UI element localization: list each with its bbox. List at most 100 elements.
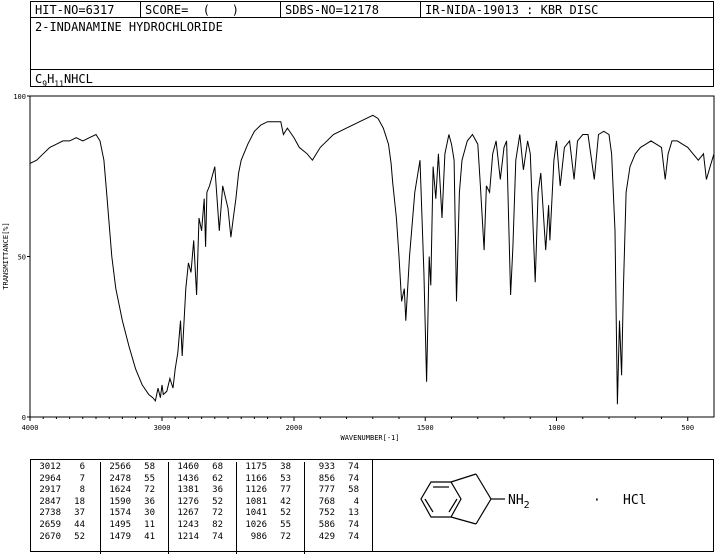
peak-row: 1166 53 — [237, 474, 304, 486]
peak-transmittance: 74 — [212, 531, 223, 542]
peak-row: 1436 62 — [169, 474, 236, 486]
peak-transmittance: 58 — [348, 485, 359, 496]
peak-wavenumber: 2659 — [39, 519, 61, 530]
peak-wavenumber: 1276 — [177, 496, 199, 507]
peak-wavenumber: 2478 — [109, 473, 131, 484]
x-tick-label-2000: 2000 — [286, 424, 303, 432]
peak-transmittance: 52 — [280, 508, 291, 519]
peak-row: 752 13 — [305, 508, 374, 520]
peak-wavenumber: 1495 — [109, 519, 131, 530]
peak-row: 933 74 — [305, 462, 374, 474]
peak-transmittance: 36 — [144, 496, 155, 507]
peak-wavenumber: 2566 — [109, 462, 131, 472]
spectrum-line — [29, 114, 715, 405]
y-tick-label-50: 50 — [18, 254, 26, 262]
peak-column-1: 3012 6 2964 7 2917 8 2847 18 2738 37 2659 44 2670 52 — [31, 462, 101, 554]
peak-wavenumber: 2917 — [39, 485, 61, 496]
peak-transmittance: 52 — [212, 496, 223, 507]
peak-row: 2964 7 — [31, 474, 100, 486]
peak-wavenumber: 986 — [250, 531, 267, 542]
peak-row: 1276 52 — [169, 497, 236, 509]
peak-row: 2478 55 — [101, 474, 168, 486]
peak-transmittance: 11 — [144, 519, 155, 530]
y-tick-label-100: 100 — [13, 93, 26, 101]
molecular-formula: C9H11NHCL — [35, 72, 93, 89]
ir-info: IR-NIDA-19013 : KBR DISC — [425, 3, 599, 17]
peak-row: 777 58 — [305, 485, 374, 497]
peak-row: 1214 74 — [169, 532, 236, 544]
peak-column-5: 933 74 856 74 777 58 768 4 752 13 586 74 429 74 — [305, 462, 374, 554]
peak-wavenumber: 1126 — [245, 485, 267, 496]
peak-transmittance: 72 — [212, 508, 223, 519]
peak-wavenumber: 1436 — [177, 473, 199, 484]
peak-wavenumber: 1041 — [245, 508, 267, 519]
peak-transmittance: 37 — [74, 508, 85, 519]
peak-transmittance: 62 — [212, 473, 223, 484]
peak-row: 1574 30 — [101, 508, 168, 520]
peak-row: 1381 36 — [169, 485, 236, 497]
peak-transmittance: 82 — [212, 519, 223, 530]
peak-wavenumber: 752 — [318, 508, 335, 519]
sdbs-number: SDBS-NO=12178 — [281, 2, 421, 18]
peak-row: 429 74 — [305, 532, 374, 544]
peak-transmittance: 7 — [79, 473, 85, 484]
peak-transmittance: 13 — [348, 508, 359, 519]
salt-separator: · — [593, 493, 601, 508]
peak-row: 2738 37 — [31, 508, 100, 520]
peak-wavenumber: 1081 — [245, 496, 267, 507]
peak-wavenumber: 856 — [318, 473, 335, 484]
peak-row: 1590 36 — [101, 497, 168, 509]
peak-table: 3012 6 2964 7 2917 8 2847 18 2738 37 2659 44 2670 52 2… — [30, 459, 374, 554]
ir-spectrum-chart: 0 50 100 4000 3000 2000 1500 1000 500 WAVENUMBE… — [2, 93, 715, 442]
peak-wavenumber: 429 — [318, 531, 335, 542]
y-tick-label-0: 0 — [22, 414, 26, 422]
peak-transmittance: 6 — [79, 462, 85, 472]
compound-name: 2-INDANAMINE HYDROCHLORIDE — [35, 20, 223, 34]
peak-transmittance: 4 — [353, 496, 359, 507]
peak-wavenumber: 586 — [318, 519, 335, 530]
peak-transmittance: 30 — [144, 508, 155, 519]
peak-wavenumber: 1574 — [109, 508, 131, 519]
peak-row: 1126 77 — [237, 485, 304, 497]
peak-row: 1495 11 — [101, 520, 168, 532]
peak-wavenumber: 1479 — [109, 531, 131, 542]
peak-wavenumber: 2738 — [39, 508, 61, 519]
peak-transmittance: 74 — [348, 519, 359, 530]
peak-transmittance: 42 — [280, 496, 291, 507]
amine-label: NH2 — [508, 493, 530, 511]
plot-frame — [29, 95, 715, 418]
peak-row: 586 74 — [305, 520, 374, 532]
peak-transmittance: 41 — [144, 531, 155, 542]
peak-row: 1267 72 — [169, 508, 236, 520]
y-axis-label: TRANSMITTANCE[%] — [2, 222, 10, 289]
peak-wavenumber: 1166 — [245, 473, 267, 484]
indane-structure: NH2 · HCl — [420, 473, 646, 525]
peak-row: 2670 52 — [31, 532, 100, 544]
peak-wavenumber: 768 — [318, 496, 335, 507]
peak-row: 1624 72 — [101, 485, 168, 497]
peak-column-3: 1460 68 1436 62 1381 36 1276 52 1267 72 1243 82 1214… — [169, 462, 237, 554]
peak-row: 2566 58 — [101, 462, 168, 474]
x-axis-label: WAVENUMBER[-1] — [340, 434, 399, 442]
x-tick-label-1000: 1000 — [548, 424, 565, 432]
peak-transmittance: 53 — [280, 473, 291, 484]
peak-row: 2659 44 — [31, 520, 100, 532]
peak-row: 1479 41 — [101, 532, 168, 544]
x-tick-label-4000: 4000 — [22, 424, 39, 432]
x-axis-ticks: 4000 3000 2000 1500 1000 500 — [22, 417, 694, 432]
structure-box: NH2 · HCl — [372, 459, 714, 552]
peak-wavenumber: 1267 — [177, 508, 199, 519]
peak-wavenumber: 2847 — [39, 496, 61, 507]
peak-wavenumber: 1460 — [177, 462, 199, 472]
formula-box: C9H11NHCL — [30, 69, 714, 89]
peak-transmittance: 74 — [348, 531, 359, 542]
hit-number: HIT-NO=6317 — [31, 2, 141, 18]
salt-label: HCl — [623, 493, 646, 508]
peak-wavenumber: 933 — [318, 462, 335, 472]
peak-transmittance: 77 — [280, 485, 291, 496]
peak-wavenumber: 1624 — [109, 485, 131, 496]
peak-wavenumber: 1175 — [245, 462, 267, 472]
peak-column-4: 1175 38 1166 53 1126 77 1081 42 1041 52 1026 55 986 7… — [237, 462, 305, 554]
peak-row: 856 74 — [305, 474, 374, 486]
peak-wavenumber: 1381 — [177, 485, 199, 496]
